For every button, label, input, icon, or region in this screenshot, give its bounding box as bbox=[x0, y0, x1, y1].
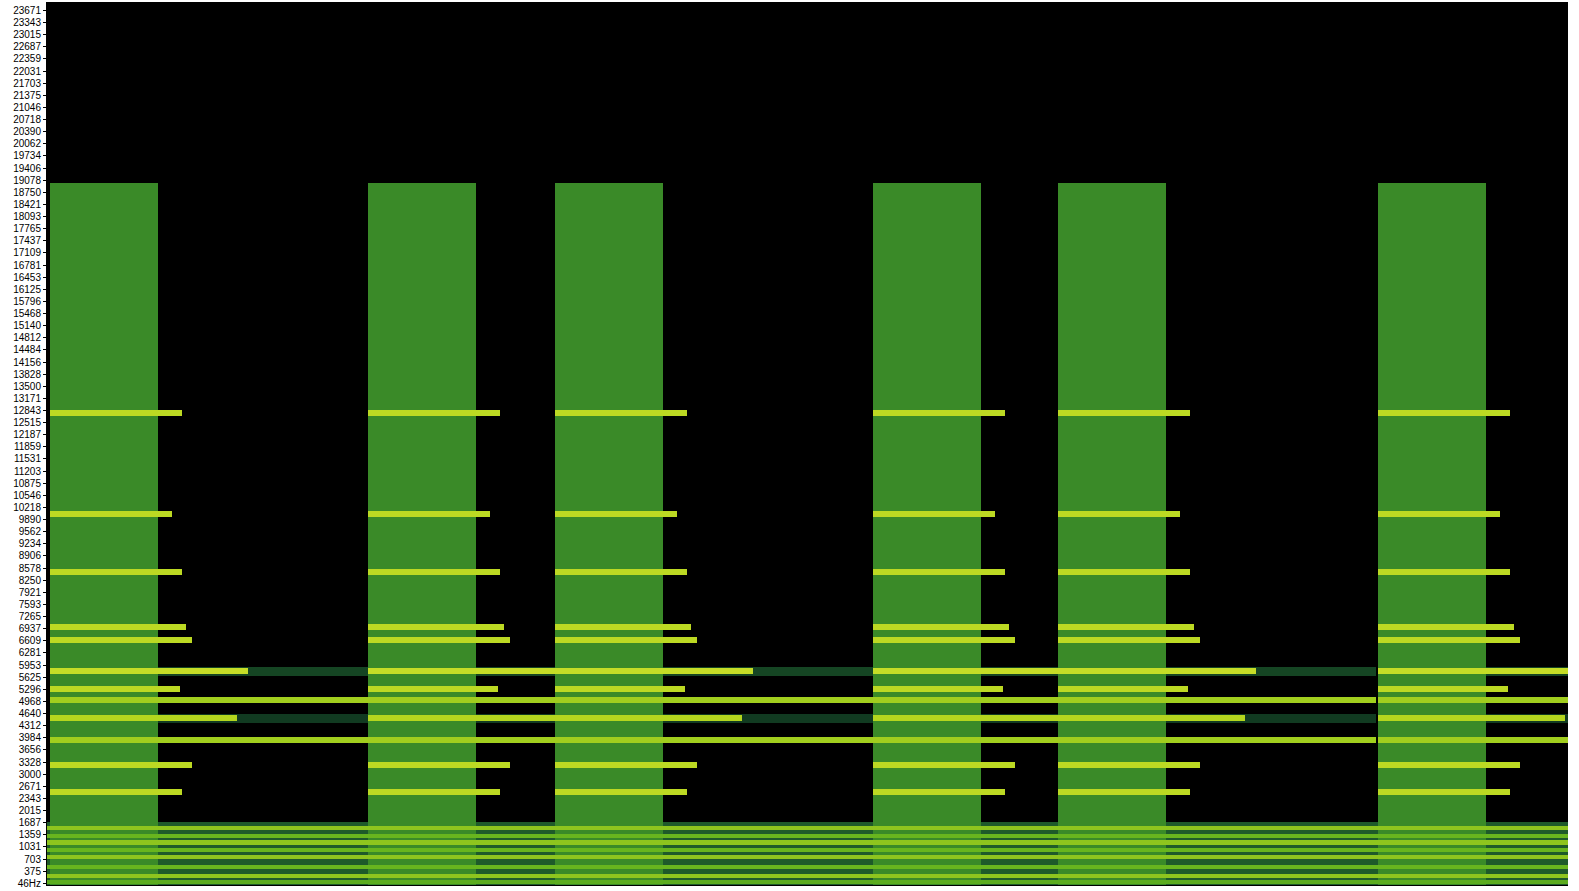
svg-text:5625: 5625 bbox=[19, 672, 42, 683]
svg-text:2015: 2015 bbox=[19, 805, 42, 816]
svg-text:4968: 4968 bbox=[19, 696, 42, 707]
svg-text:16125: 16125 bbox=[13, 284, 41, 295]
svg-text:21046: 21046 bbox=[13, 102, 41, 113]
svg-text:7921: 7921 bbox=[19, 587, 42, 598]
svg-text:8250: 8250 bbox=[19, 575, 42, 586]
svg-text:46Hz: 46Hz bbox=[18, 878, 41, 889]
svg-text:14812: 14812 bbox=[13, 332, 41, 343]
svg-text:17437: 17437 bbox=[13, 235, 41, 246]
svg-text:13500: 13500 bbox=[13, 381, 41, 392]
svg-text:22687: 22687 bbox=[13, 41, 41, 52]
svg-text:5296: 5296 bbox=[19, 684, 42, 695]
svg-text:10218: 10218 bbox=[13, 502, 41, 513]
svg-text:14484: 14484 bbox=[13, 344, 41, 355]
svg-text:21703: 21703 bbox=[13, 78, 41, 89]
svg-text:16781: 16781 bbox=[13, 260, 41, 271]
svg-text:7265: 7265 bbox=[19, 611, 42, 622]
svg-text:8906: 8906 bbox=[19, 550, 42, 561]
svg-text:3328: 3328 bbox=[19, 757, 42, 768]
svg-text:21375: 21375 bbox=[13, 90, 41, 101]
svg-text:12187: 12187 bbox=[13, 429, 41, 440]
svg-text:1031: 1031 bbox=[19, 841, 42, 852]
svg-text:3000: 3000 bbox=[19, 769, 42, 780]
svg-text:9562: 9562 bbox=[19, 526, 42, 537]
svg-text:375: 375 bbox=[24, 866, 41, 877]
svg-text:4312: 4312 bbox=[19, 720, 42, 731]
svg-text:23343: 23343 bbox=[13, 17, 41, 28]
svg-text:20390: 20390 bbox=[13, 126, 41, 137]
svg-text:10875: 10875 bbox=[13, 478, 41, 489]
svg-text:20062: 20062 bbox=[13, 138, 41, 149]
svg-text:19078: 19078 bbox=[13, 175, 41, 186]
svg-text:15140: 15140 bbox=[13, 320, 41, 331]
svg-text:1359: 1359 bbox=[19, 829, 42, 840]
svg-text:6281: 6281 bbox=[19, 647, 42, 658]
svg-text:7593: 7593 bbox=[19, 599, 42, 610]
svg-text:2671: 2671 bbox=[19, 781, 42, 792]
svg-text:11859: 11859 bbox=[14, 441, 42, 452]
svg-text:23671: 23671 bbox=[13, 5, 41, 16]
svg-text:13828: 13828 bbox=[13, 369, 41, 380]
svg-text:6609: 6609 bbox=[19, 635, 42, 646]
svg-text:22031: 22031 bbox=[13, 66, 41, 77]
svg-text:3984: 3984 bbox=[19, 732, 42, 743]
svg-text:20718: 20718 bbox=[13, 114, 41, 125]
svg-text:23015: 23015 bbox=[13, 29, 41, 40]
svg-text:1687: 1687 bbox=[19, 817, 42, 828]
svg-text:13171: 13171 bbox=[13, 393, 41, 404]
svg-text:22359: 22359 bbox=[13, 53, 41, 64]
svg-text:3656: 3656 bbox=[19, 744, 42, 755]
svg-text:11531: 11531 bbox=[14, 453, 42, 464]
svg-text:5953: 5953 bbox=[19, 660, 42, 671]
svg-text:17765: 17765 bbox=[13, 223, 41, 234]
svg-text:12843: 12843 bbox=[13, 405, 41, 416]
svg-text:10546: 10546 bbox=[13, 490, 41, 501]
svg-text:12515: 12515 bbox=[13, 417, 41, 428]
svg-text:18421: 18421 bbox=[13, 199, 41, 210]
svg-text:14156: 14156 bbox=[13, 357, 41, 368]
svg-text:17109: 17109 bbox=[13, 247, 41, 258]
svg-text:16453: 16453 bbox=[13, 272, 41, 283]
svg-text:6937: 6937 bbox=[19, 623, 42, 634]
svg-text:2343: 2343 bbox=[19, 793, 42, 804]
svg-text:703: 703 bbox=[24, 854, 41, 865]
svg-text:18750: 18750 bbox=[13, 187, 41, 198]
svg-text:18093: 18093 bbox=[13, 211, 41, 222]
svg-text:9890: 9890 bbox=[19, 514, 42, 525]
svg-text:19406: 19406 bbox=[13, 163, 41, 174]
svg-text:19734: 19734 bbox=[13, 150, 41, 161]
svg-text:4640: 4640 bbox=[19, 708, 42, 719]
svg-text:9234: 9234 bbox=[19, 538, 42, 549]
svg-text:11203: 11203 bbox=[14, 466, 42, 477]
svg-text:8578: 8578 bbox=[19, 563, 42, 574]
svg-text:15796: 15796 bbox=[13, 296, 41, 307]
svg-text:15468: 15468 bbox=[13, 308, 41, 319]
